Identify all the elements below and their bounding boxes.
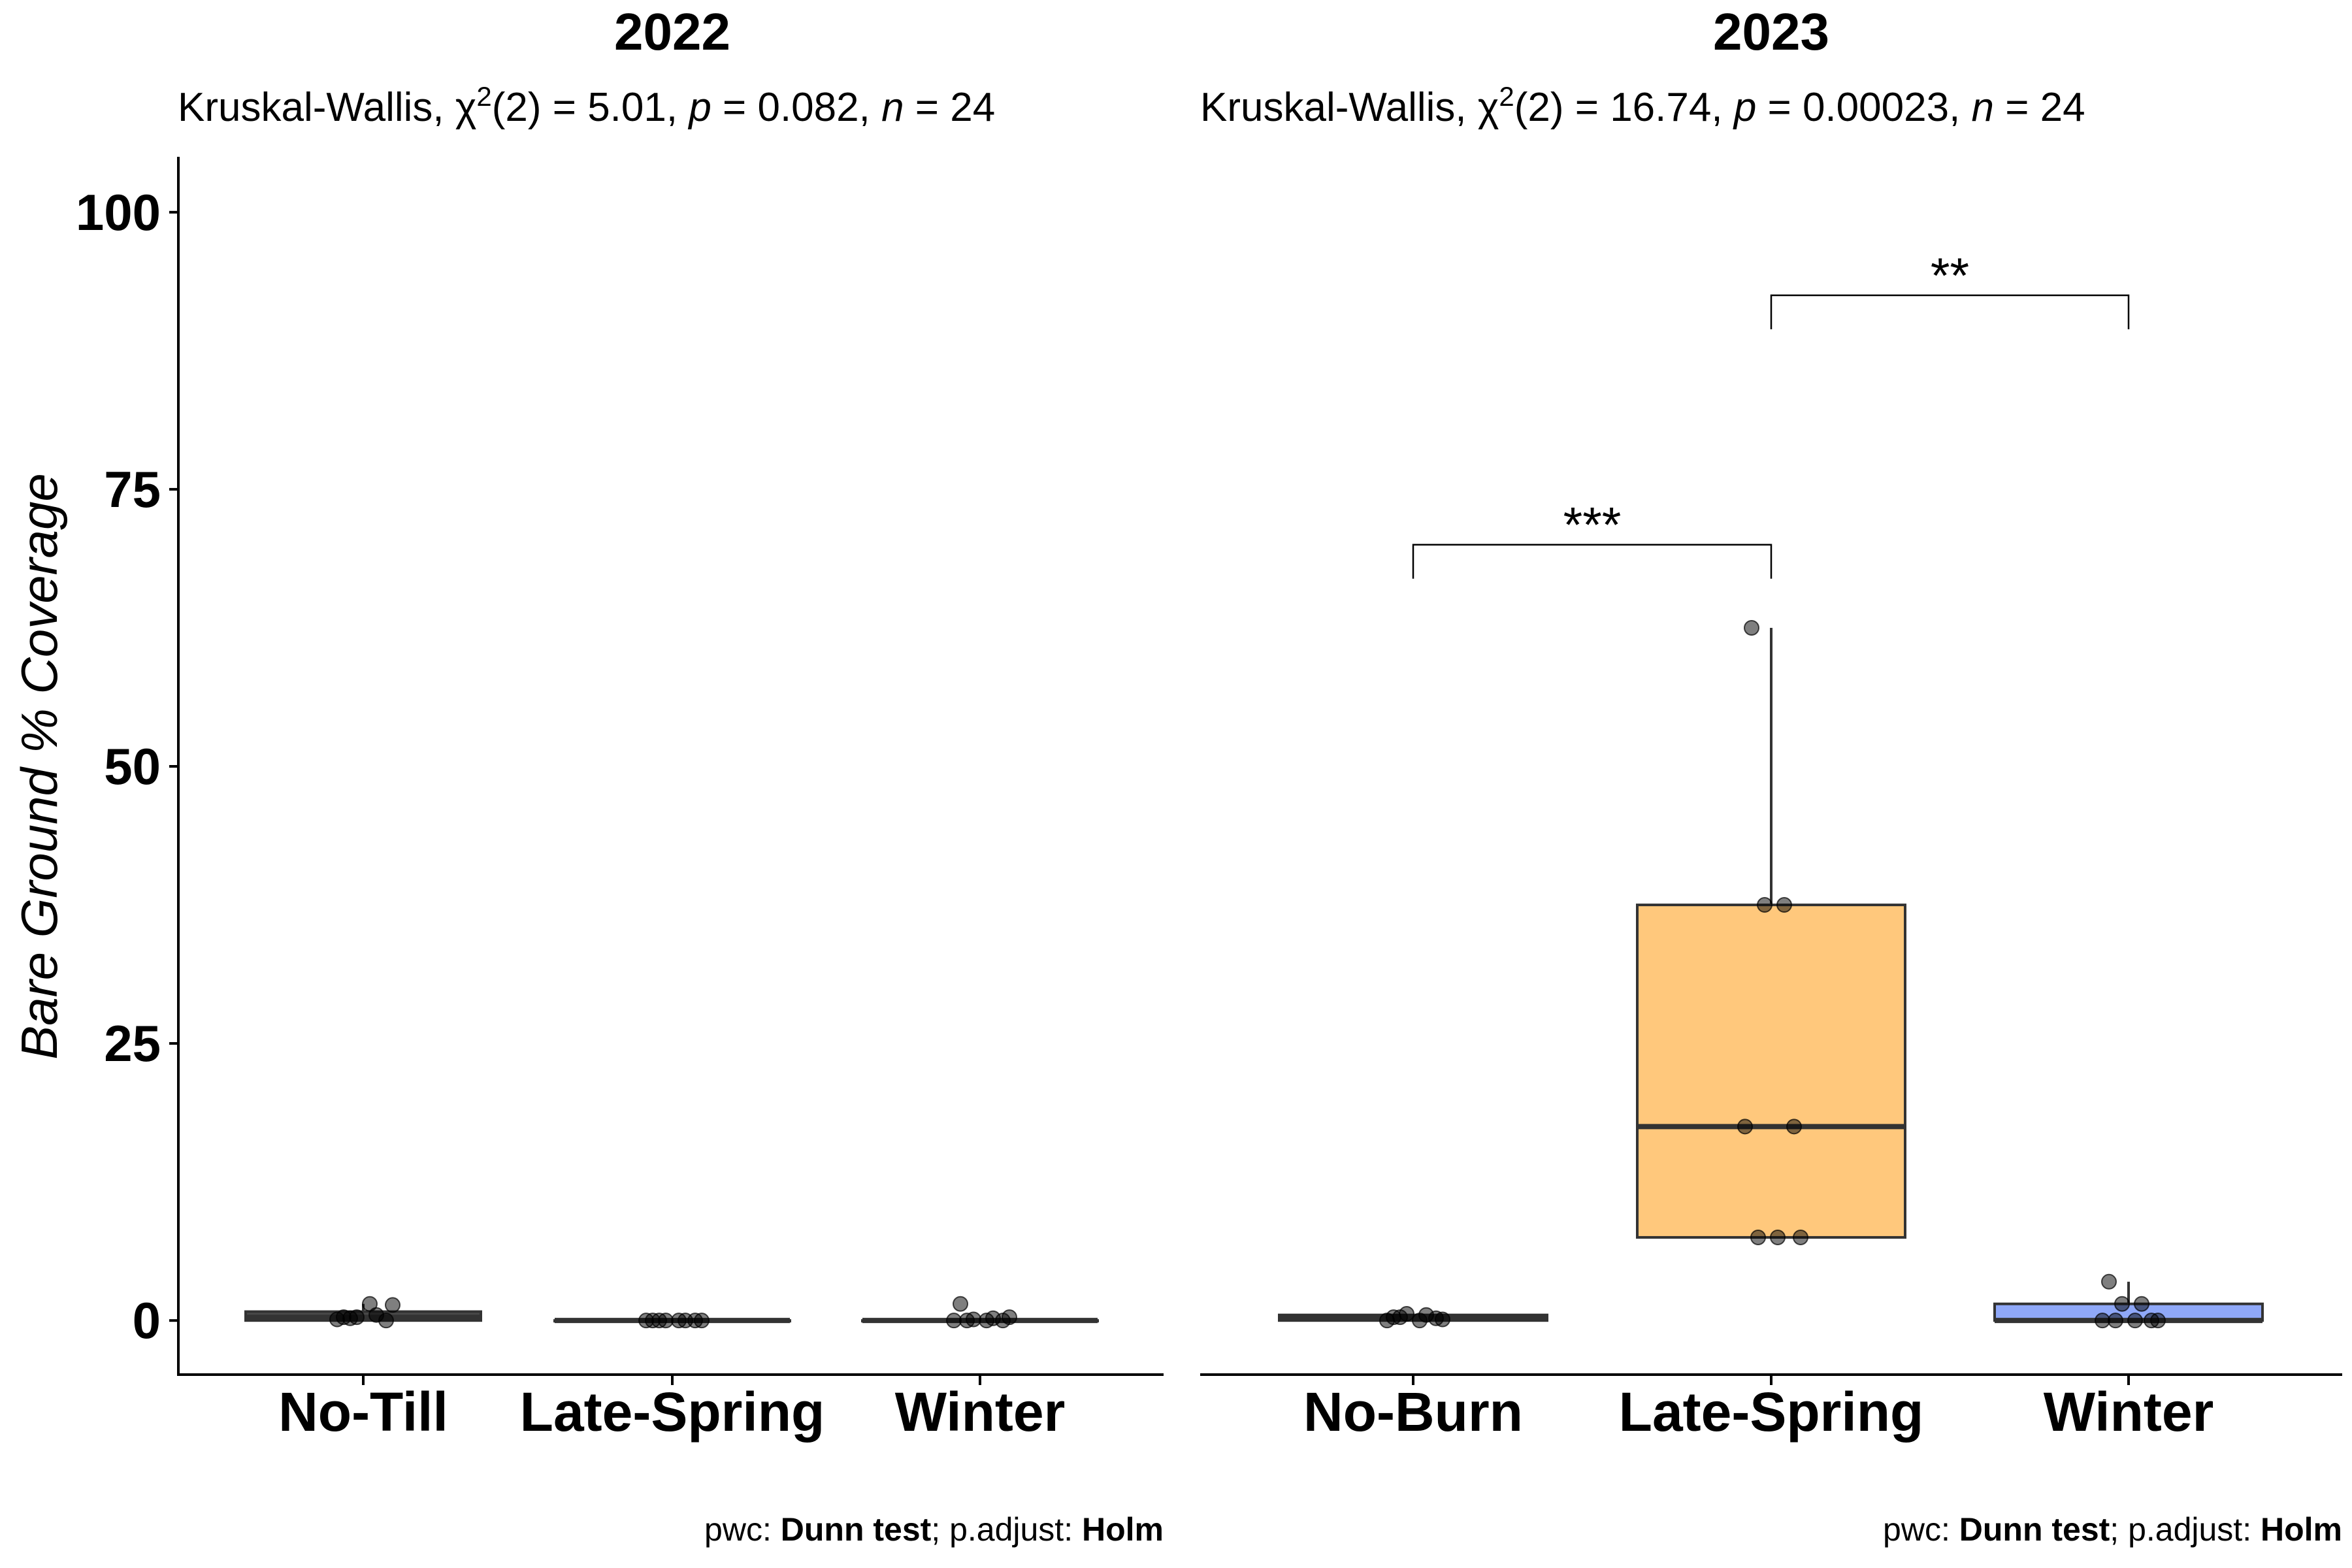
caption-mid: ; p.adjust: <box>2110 1511 2261 1548</box>
data-point <box>1770 1229 1786 1245</box>
box-late-spring <box>1636 904 1906 1239</box>
panel-2023-subtitle: Kruskal-Wallis, χ2(2) = 16.74, p = 0.000… <box>1200 81 2085 131</box>
x-tick-label: No-Till <box>278 1381 448 1443</box>
x-tick-label: Winter <box>2044 1381 2214 1443</box>
data-point <box>1435 1311 1450 1328</box>
panel-2022-subtitle: Kruskal-Wallis, χ2(2) = 5.01, p = 0.082,… <box>178 81 995 131</box>
data-point <box>2114 1296 2130 1312</box>
data-point <box>2108 1313 2123 1329</box>
subtitle-test: Kruskal-Wallis, <box>1200 85 1478 130</box>
data-point <box>638 1313 654 1329</box>
data-point <box>1412 1313 1428 1329</box>
panel-2023-plot: No-Burn Late-Spring Winter***** <box>1278 248 2264 1443</box>
subtitle-sup: 2 <box>476 81 491 112</box>
data-point <box>1392 1309 1408 1326</box>
data-point <box>2101 1273 2117 1290</box>
subtitle-df: (2) = 5.01, <box>492 85 689 130</box>
data-point <box>959 1313 975 1329</box>
data-point <box>1002 1309 1017 1326</box>
subtitle-test: Kruskal-Wallis, <box>178 85 455 130</box>
subtitle-n-value: = 24 <box>1994 85 2085 130</box>
data-point <box>671 1313 687 1329</box>
caption-prefix: pwc: <box>1883 1511 1959 1548</box>
x-tick-label: Winter <box>895 1381 1066 1443</box>
data-point <box>1793 1229 1808 1245</box>
subtitle-n-label: n <box>1972 85 1994 130</box>
data-point <box>385 1297 400 1313</box>
y-tick-label: 50 <box>104 738 161 795</box>
y-tick-label: 0 <box>133 1292 161 1349</box>
data-point <box>694 1313 710 1329</box>
significance-label: ** <box>1931 248 1969 304</box>
data-point <box>2095 1313 2110 1329</box>
panel-2023-caption: pwc: Dunn test; p.adjust: Holm <box>1883 1511 2342 1548</box>
subtitle-chi: χ <box>455 85 477 130</box>
x-tick-label: No-Burn <box>1303 1381 1523 1443</box>
significance-label: *** <box>1563 498 1622 553</box>
y-tick-label: 75 <box>104 461 161 518</box>
data-point <box>1750 1229 1766 1245</box>
data-point <box>1757 897 1772 913</box>
data-point <box>953 1296 968 1312</box>
y-tick-label: 25 <box>104 1015 161 1072</box>
subtitle-p-label: p <box>1733 85 1756 130</box>
panel-2022-title: 2022 <box>614 3 730 61</box>
data-point <box>946 1313 962 1329</box>
subtitle-chi: χ <box>1478 85 1499 130</box>
subtitle-p-value: = 0.00023, <box>1756 85 1971 130</box>
data-point <box>329 1311 345 1328</box>
panel-2023-title: 2023 <box>1713 3 1829 61</box>
data-point <box>1379 1313 1395 1329</box>
data-point <box>979 1313 994 1329</box>
data-point <box>1737 1119 1753 1135</box>
caption-adjust: Holm <box>1082 1511 1164 1548</box>
subtitle-p-label: p <box>687 85 711 130</box>
data-point <box>2150 1313 2166 1329</box>
caption-adjust: Holm <box>2261 1511 2342 1548</box>
x-tick-label: Late-Spring <box>520 1381 825 1443</box>
data-point <box>2134 1296 2149 1312</box>
data-point <box>362 1296 378 1312</box>
y-ticks: 0 25 50 75 100 <box>76 184 178 1349</box>
panel-2022-plot: No-Till Late-Spring Winter <box>244 1296 1099 1443</box>
significance-bracket <box>1412 544 1772 579</box>
data-point <box>378 1313 394 1329</box>
caption-mid: ; p.adjust: <box>931 1511 1082 1548</box>
data-point <box>1744 619 1759 636</box>
caption-test: Dunn test <box>781 1511 932 1548</box>
subtitle-sup: 2 <box>1499 81 1514 112</box>
caption-prefix: pwc: <box>704 1511 781 1548</box>
data-point <box>2127 1313 2143 1329</box>
subtitle-n-label: n <box>881 85 904 130</box>
y-tick-label: 100 <box>76 184 161 241</box>
data-point <box>1776 897 1792 913</box>
panel-2022-caption: pwc: Dunn test; p.adjust: Holm <box>704 1511 1164 1548</box>
subtitle-p-value: = 0.082, <box>711 85 881 130</box>
data-point <box>1786 1119 1802 1135</box>
data-point <box>651 1313 667 1329</box>
data-point <box>342 1310 358 1326</box>
significance-bracket <box>1770 294 2130 330</box>
subtitle-df: (2) = 16.74, <box>1514 85 1734 130</box>
x-tick-label: Late-Spring <box>1619 1381 1924 1443</box>
subtitle-n-value: = 24 <box>904 85 996 130</box>
caption-test: Dunn test <box>1959 1511 2110 1548</box>
y-axis-label: Bare Ground % Coverage <box>10 473 68 1060</box>
